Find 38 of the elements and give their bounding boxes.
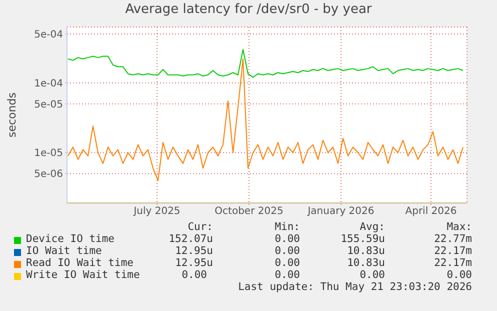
line-series [68,58,464,181]
legend-label: Read IO Wait time [26,257,134,269]
text: 155.59u [340,233,385,245]
text: 0.00 [274,257,300,269]
chart-title: Average latency for /dev/sr0 - by year [124,2,373,17]
text: 0.00 [360,269,385,281]
text: Cur: [186,221,213,233]
y-tick-label: 5e-06 [34,169,63,180]
text: 0.00 [446,269,472,281]
legend-label: Write IO Wait time [26,269,140,281]
text: Last update: Thu May 21 23:03:20 2026 [237,281,472,293]
legend-label: IO Wait time [26,245,102,257]
text: 12.95u [174,245,213,257]
text: 0.00 [274,269,300,281]
text: 10.83u [347,257,385,269]
text: Min: [274,221,300,233]
x-tick-label: October 2025 [214,206,284,218]
y-tick-label: 5e-05 [34,99,63,110]
x-tick-label: July 2025 [132,206,180,218]
legend-label: Device IO time [26,233,115,245]
text: 0.00 [274,233,300,245]
y-axis-title: seconds [6,92,18,138]
text: 22.17m [434,257,472,269]
text: 22.77m [434,233,472,245]
text: 0.00 [274,245,300,257]
y-tick-label: 5e-04 [34,30,63,41]
y-tick-label: 1e-04 [34,78,63,90]
x-tick-label: April 2026 [405,206,457,218]
text: 152.07u [168,233,213,245]
text: Max: [446,221,472,233]
text: 10.83u [347,245,385,257]
text: 12.95u [175,257,213,269]
text: 0.00 [182,269,207,281]
text: 22.17m [434,245,472,257]
y-tick-label: 1e-05 [34,148,63,160]
line-series [68,49,464,78]
x-tick-label: January 2026 [306,206,374,218]
text: Avg: [360,221,385,233]
